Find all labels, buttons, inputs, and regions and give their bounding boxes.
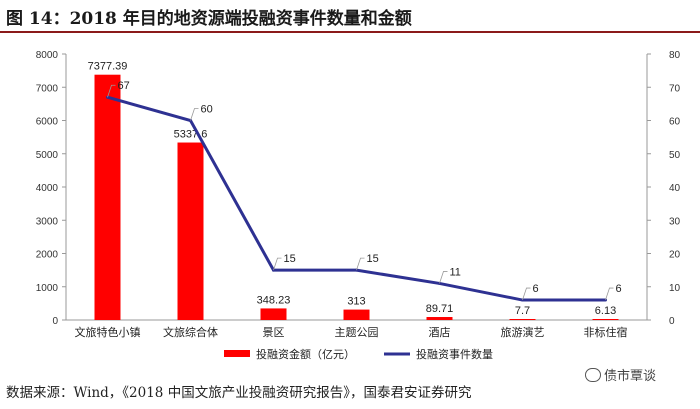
- line-label-leader: [522, 287, 531, 301]
- right-tick-label: 0: [669, 316, 675, 327]
- right-tick-label: 40: [669, 183, 681, 194]
- right-tick-label: 30: [669, 216, 681, 227]
- left-tick-label: 4000: [36, 183, 59, 194]
- legend-label-amount: 投融资金额（亿元）: [256, 347, 355, 361]
- line-label-leader: [605, 287, 614, 301]
- bar-value-label: 6.13: [595, 305, 616, 317]
- line-value-label: 6: [533, 283, 539, 295]
- line-label-leader: [273, 257, 282, 271]
- combo-chart: 0 1000 2000 3000 4000 5000 6000 7000 8000 0 10 20 30…: [36, 50, 681, 361]
- title-divider: [0, 31, 700, 33]
- line-value-label: 15: [284, 253, 296, 265]
- line-label-leader: [439, 271, 448, 284]
- bar-7: [592, 319, 619, 320]
- right-tick-label: 80: [669, 50, 681, 61]
- left-tick-label: 7000: [36, 83, 59, 94]
- line-value-label: 60: [201, 104, 213, 116]
- bar-5: [426, 317, 453, 320]
- line-value-label: 15: [367, 253, 379, 265]
- line-label-leader: [356, 257, 365, 271]
- legend-label-count: 投融资事件数量: [416, 347, 493, 361]
- bar-3: [260, 308, 287, 320]
- right-tick-label: 70: [669, 83, 681, 94]
- left-tick-label: 5000: [36, 150, 59, 161]
- wechat-icon: [585, 368, 601, 382]
- bar-value-label: 89.71: [426, 303, 454, 315]
- line-label-leader: [107, 84, 116, 98]
- right-tick-label: 20: [669, 250, 681, 261]
- bar-6: [509, 319, 536, 320]
- line-value-label: 11: [450, 266, 461, 278]
- data-source-note: 数据来源：Wind，《2018 中国文旅产业投融资研究报告》，国泰君安证券研究: [6, 385, 472, 401]
- line-value-label: 6: [616, 283, 622, 295]
- x-tick-label: 主题公园: [335, 326, 379, 339]
- bar-value-label: 313: [347, 296, 365, 308]
- line-value-label: 67: [118, 80, 130, 92]
- bar-2: [177, 142, 204, 320]
- line-label-leader: [190, 108, 199, 121]
- bar-1: [94, 74, 121, 320]
- x-tick-label: 景区: [263, 326, 285, 339]
- bar-value-label: 348.23: [257, 294, 291, 306]
- left-tick-label: 1000: [36, 283, 59, 294]
- right-tick-label: 50: [669, 150, 681, 161]
- watermark: 债市覃谈: [585, 365, 656, 384]
- right-tick-label: 60: [669, 117, 681, 128]
- legend-swatch-amount: [224, 350, 250, 357]
- left-tick-label: 0: [52, 316, 58, 327]
- x-tick-label: 文旅综合体: [163, 325, 218, 339]
- x-tick-label: 文旅特色小镇: [75, 325, 141, 339]
- watermark-text: 债市覃谈: [604, 369, 657, 384]
- left-tick-label: 6000: [36, 117, 59, 128]
- left-tick-label: 3000: [36, 216, 59, 227]
- figure-header: 图 14：2018 年目的地资源端投融资事件数量和金额: [0, 0, 700, 34]
- bar-value-label: 7.7: [515, 305, 530, 317]
- x-tick-label: 酒店: [429, 325, 451, 339]
- x-tick-label: 非标住宿: [584, 325, 628, 339]
- right-tick-label: 10: [669, 283, 681, 294]
- bar-value-label: 7377.39: [88, 61, 128, 73]
- left-tick-label: 2000: [36, 250, 59, 261]
- x-tick-label: 旅游演艺: [501, 325, 545, 339]
- figure-title: 图 14：2018 年目的地资源端投融资事件数量和金额: [6, 9, 412, 29]
- bar-4: [343, 309, 370, 320]
- left-tick-label: 8000: [36, 50, 59, 61]
